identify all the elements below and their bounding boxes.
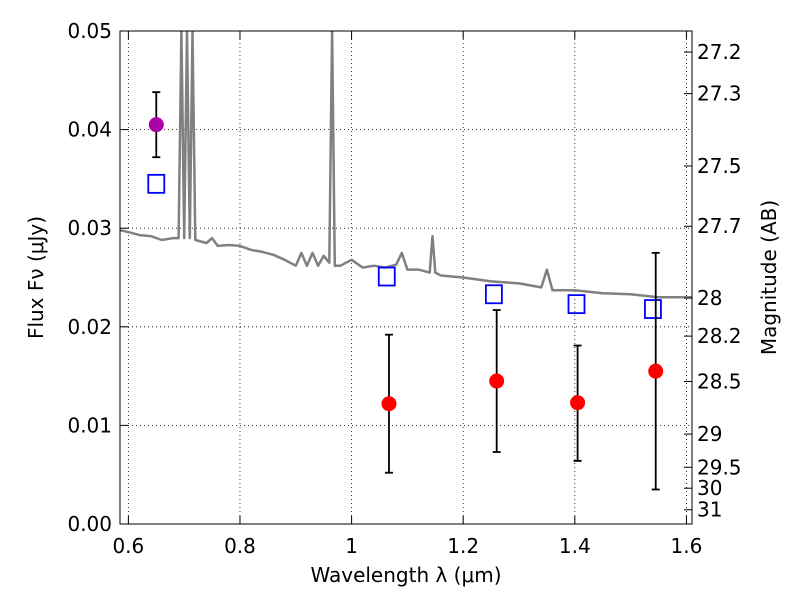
y-tick-label: 0.05 — [67, 19, 112, 43]
observed-flux-point — [489, 373, 505, 389]
x-axis-label: Wavelength λ (μm) — [310, 563, 501, 587]
x-tick-label: 0.6 — [112, 534, 144, 558]
right-tick-label: 31 — [697, 498, 722, 522]
right-tick-label: 28 — [697, 286, 722, 310]
plot-area — [120, 31, 692, 491]
observed-flux-point — [148, 117, 164, 133]
ticks: 0.6 0.8 1 1.2 1.4 1.6 0.00 0.01 0.02 0.03 0.04 0.05… — [67, 19, 741, 558]
observed-flux-point — [570, 395, 586, 411]
y-tick-label: 0.03 — [67, 216, 112, 240]
model-spectrum-line — [120, 31, 692, 299]
model-square-marker — [377, 266, 396, 287]
x-tick-label: 1 — [345, 534, 358, 558]
right-tick-label: 30 — [697, 476, 722, 500]
model-square-marker — [484, 284, 503, 305]
right-tick-label: 27.3 — [697, 82, 742, 106]
y-tick-label: 0.00 — [67, 512, 112, 536]
y-tick-label: 0.04 — [67, 118, 112, 142]
model-square-marker — [147, 173, 166, 194]
right-tick-label: 27.7 — [697, 214, 742, 238]
right-tick-label: 29 — [697, 422, 722, 446]
right-tick-label: 27.5 — [697, 154, 742, 178]
x-tick-label: 1.4 — [559, 534, 591, 558]
x-tick-label: 1.2 — [447, 534, 479, 558]
right-tick-label: 29.5 — [697, 455, 742, 479]
plot-frame — [119, 30, 693, 525]
y-tick-label: 0.02 — [67, 315, 112, 339]
x-tick-label: 0.8 — [224, 534, 256, 558]
observed-flux-point — [381, 396, 397, 412]
y-axis-right-label: Magnitude (AB) — [757, 200, 781, 355]
model-square-marker — [644, 299, 662, 319]
right-tick-label: 27.2 — [697, 40, 742, 64]
y-tick-label: 0.01 — [67, 413, 112, 437]
right-tick-label: 28.2 — [697, 324, 742, 348]
observed-flux-point — [648, 363, 664, 379]
series-group — [120, 31, 692, 491]
x-tick-label: 1.6 — [671, 534, 703, 558]
y-axis-label: Flux Fν (μJy) — [24, 216, 48, 339]
model-square-marker — [567, 294, 586, 315]
right-tick-label: 28.5 — [697, 369, 742, 393]
